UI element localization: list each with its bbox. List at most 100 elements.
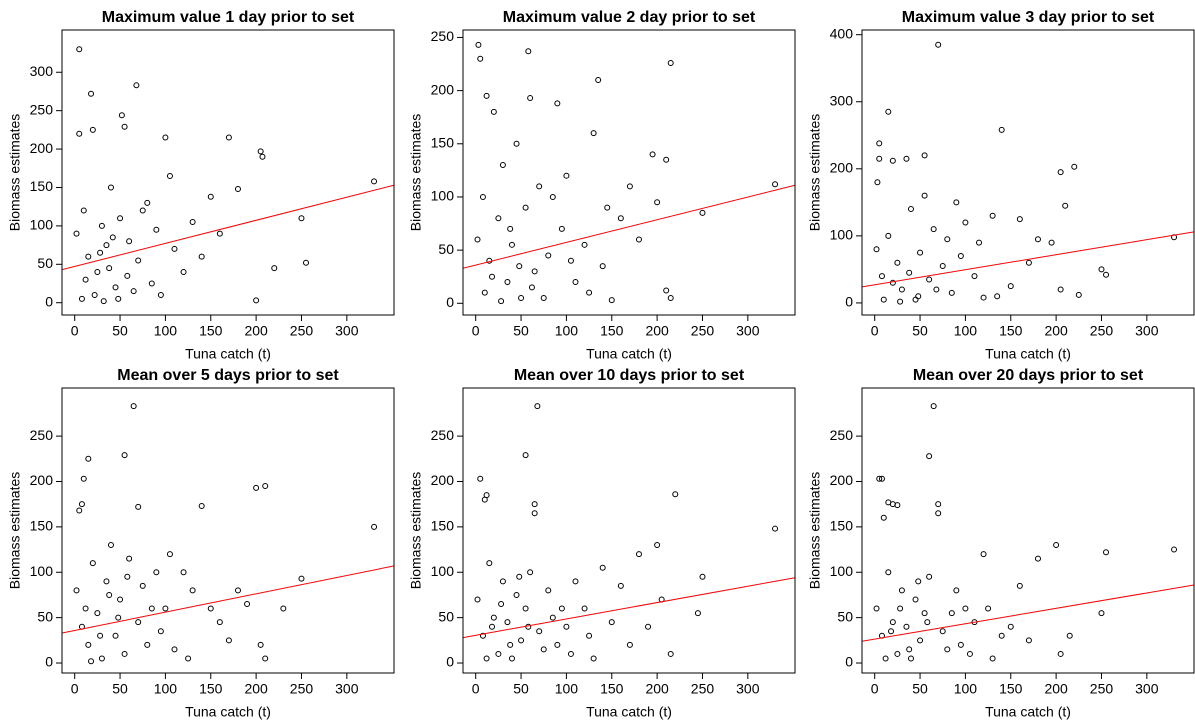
point xyxy=(166,551,173,558)
point xyxy=(271,265,278,272)
point xyxy=(667,59,674,66)
y-tick-label: 100 xyxy=(431,188,455,204)
point xyxy=(135,619,142,626)
point xyxy=(479,193,486,200)
point xyxy=(944,646,951,653)
plot-area xyxy=(463,41,795,305)
point xyxy=(654,199,661,206)
point xyxy=(894,502,901,509)
point xyxy=(518,294,525,301)
panel-title: Mean over 5 days prior to set xyxy=(117,367,339,384)
point xyxy=(889,279,896,286)
x-tick-label: 150 xyxy=(199,681,223,697)
point xyxy=(581,605,588,612)
point xyxy=(907,655,914,662)
point xyxy=(189,587,196,594)
point xyxy=(78,295,85,302)
point xyxy=(78,501,85,508)
point xyxy=(234,587,241,594)
point xyxy=(1007,623,1014,630)
plot-area xyxy=(862,403,1194,662)
x-axis-label: Tuna catch (t) xyxy=(586,346,672,362)
x-tick-label: 300 xyxy=(736,323,760,339)
y-tick-label: 250 xyxy=(30,101,54,117)
point xyxy=(1048,239,1055,246)
x-tick-label: 250 xyxy=(691,323,715,339)
x-tick-label: 150 xyxy=(199,323,223,339)
plot-area xyxy=(463,403,795,662)
point xyxy=(1016,582,1023,589)
point xyxy=(525,48,532,55)
point xyxy=(534,403,541,410)
point xyxy=(976,239,983,246)
point xyxy=(1057,169,1064,176)
point xyxy=(504,619,511,626)
point xyxy=(157,628,164,635)
point xyxy=(489,623,496,630)
y-tick-label: 200 xyxy=(431,472,455,488)
point xyxy=(935,41,942,48)
point xyxy=(531,268,538,275)
point xyxy=(989,655,996,662)
y-tick-label: 100 xyxy=(830,227,854,243)
point xyxy=(663,156,670,163)
point xyxy=(73,587,80,594)
point xyxy=(1057,650,1064,657)
x-tick-label: 250 xyxy=(691,681,715,697)
point xyxy=(926,276,933,283)
x-tick-label: 0 xyxy=(472,681,480,697)
point xyxy=(915,293,922,300)
x-tick-label: 0 xyxy=(871,681,879,697)
point xyxy=(572,279,579,286)
point xyxy=(162,134,169,141)
point xyxy=(477,475,484,482)
point xyxy=(499,162,506,169)
point xyxy=(153,569,160,576)
point xyxy=(139,582,146,589)
x-tick-label: 0 xyxy=(71,681,79,697)
point xyxy=(88,658,95,665)
point xyxy=(76,507,83,514)
point xyxy=(926,573,933,580)
x-tick-label: 250 xyxy=(290,323,314,339)
point xyxy=(518,637,525,644)
point xyxy=(873,605,880,612)
x-axis-label: Tuna catch (t) xyxy=(985,704,1071,720)
point xyxy=(567,257,574,264)
point xyxy=(540,294,547,301)
point xyxy=(1034,555,1041,562)
point xyxy=(1098,266,1105,273)
point xyxy=(880,514,887,521)
point xyxy=(162,605,169,612)
y-tick-label: 0 xyxy=(446,294,454,310)
y-tick-label: 300 xyxy=(30,63,54,79)
x-tick-label: 0 xyxy=(71,323,79,339)
point xyxy=(109,234,116,241)
point xyxy=(980,294,987,301)
y-tick-label: 200 xyxy=(30,140,54,156)
point xyxy=(121,452,128,459)
point xyxy=(878,273,885,280)
point xyxy=(876,475,883,482)
plot-area xyxy=(62,403,394,665)
point xyxy=(522,605,529,612)
point xyxy=(903,155,910,162)
x-tick-label: 150 xyxy=(999,681,1023,697)
point xyxy=(586,289,593,296)
point xyxy=(198,502,205,509)
point xyxy=(989,212,996,219)
point xyxy=(874,179,881,186)
point xyxy=(649,151,656,158)
x-tick-label: 100 xyxy=(954,681,978,697)
panel: Maximum value 3 day prior to set Tuna cat… xyxy=(807,9,1195,362)
point xyxy=(225,134,232,141)
y-tick-label: 250 xyxy=(431,28,455,44)
point xyxy=(667,294,674,301)
point xyxy=(253,297,260,304)
point xyxy=(654,542,661,549)
point xyxy=(536,628,543,635)
point xyxy=(1025,637,1032,644)
point xyxy=(1075,291,1082,298)
plot-frame xyxy=(462,387,796,674)
point xyxy=(117,596,124,603)
